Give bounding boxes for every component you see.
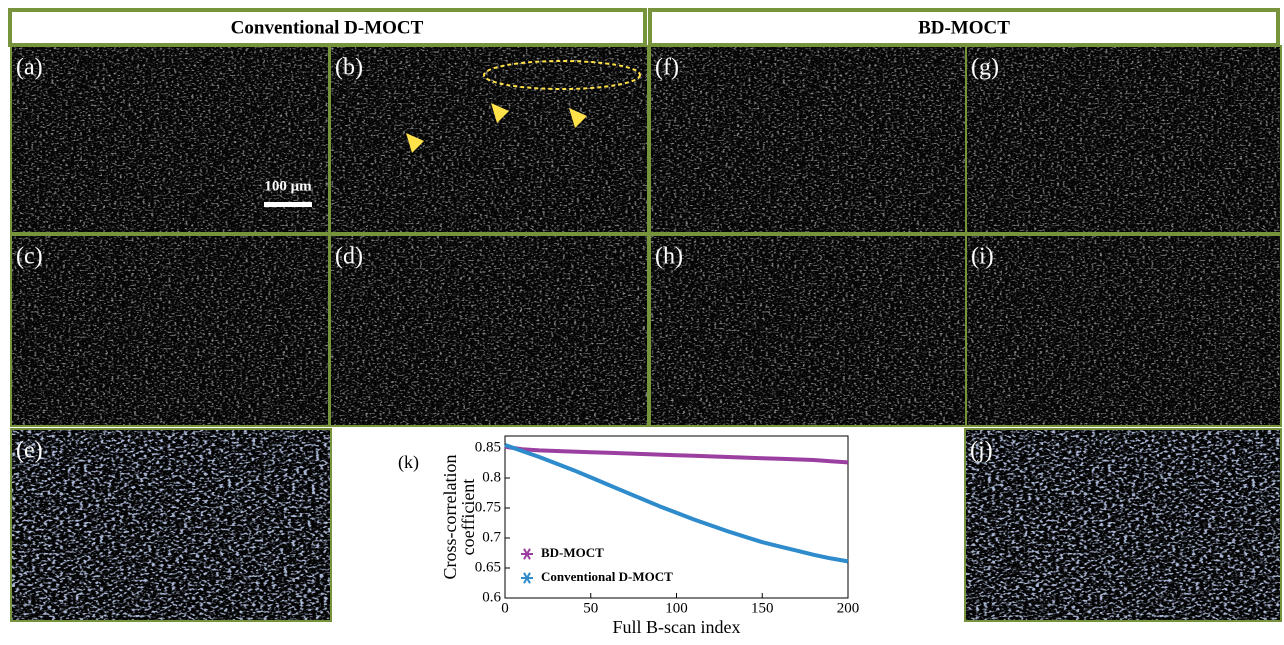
x-axis-label: Full B-scan index — [613, 617, 741, 637]
y-tick-label: 0.7 — [482, 529, 501, 545]
panel-label: (b) — [335, 55, 363, 81]
image-speckle — [12, 430, 330, 620]
y-tick-label: 0.65 — [475, 559, 501, 575]
x-tick-label: 0 — [501, 600, 509, 616]
header-left: Conventional D-MOCT — [231, 17, 424, 38]
panel-label: (e) — [16, 438, 43, 464]
panel-label: (f) — [655, 55, 679, 81]
image-speckle — [966, 430, 1280, 620]
y-axis-label: coefficient — [458, 479, 478, 556]
image-speckle — [651, 47, 965, 232]
panel-label: (i) — [971, 244, 994, 270]
x-tick-label: 150 — [751, 600, 774, 616]
x-tick-label: 50 — [583, 600, 598, 616]
chart-label: (k) — [398, 452, 419, 473]
image-speckle — [967, 47, 1280, 232]
chart: (k) 0.6 0.65 0.7 0.75 0.8 0.85 0 50 100 150 200 Full… — [398, 436, 859, 637]
image-speckle — [967, 236, 1280, 425]
y-tick-label: 0.6 — [482, 589, 501, 605]
panel-label: (j) — [970, 438, 993, 464]
image-speckle — [331, 236, 647, 425]
image-speckle — [331, 47, 647, 232]
legend-label: BD-MOCT — [541, 545, 604, 560]
y-tick-label: 0.8 — [482, 469, 501, 485]
x-tick-label: 100 — [665, 600, 688, 616]
figure: Conventional D-MOCT BD-MOCT (a) (b) (f) (g)… — [0, 0, 1284, 645]
panel-label: (d) — [335, 244, 363, 270]
image-speckle — [12, 236, 328, 425]
image-speckle — [651, 236, 965, 425]
panel-label: (h) — [655, 244, 683, 270]
panel-label: (a) — [16, 55, 43, 81]
panel-label: (c) — [16, 244, 43, 270]
scale-bar — [264, 202, 312, 207]
header-right: BD-MOCT — [918, 17, 1010, 38]
legend-label: Conventional D-MOCT — [541, 569, 673, 584]
x-tick-label: 200 — [837, 600, 860, 616]
y-axis-label: Cross-correlation — [440, 455, 460, 580]
y-tick-label: 0.85 — [475, 439, 501, 455]
panel-label: (g) — [971, 55, 999, 81]
y-tick-label: 0.75 — [475, 499, 501, 515]
page: {"header": {"left": "Conventional D-MOCT… — [0, 0, 1284, 645]
scale-bar-label: 100 μm — [264, 178, 312, 194]
